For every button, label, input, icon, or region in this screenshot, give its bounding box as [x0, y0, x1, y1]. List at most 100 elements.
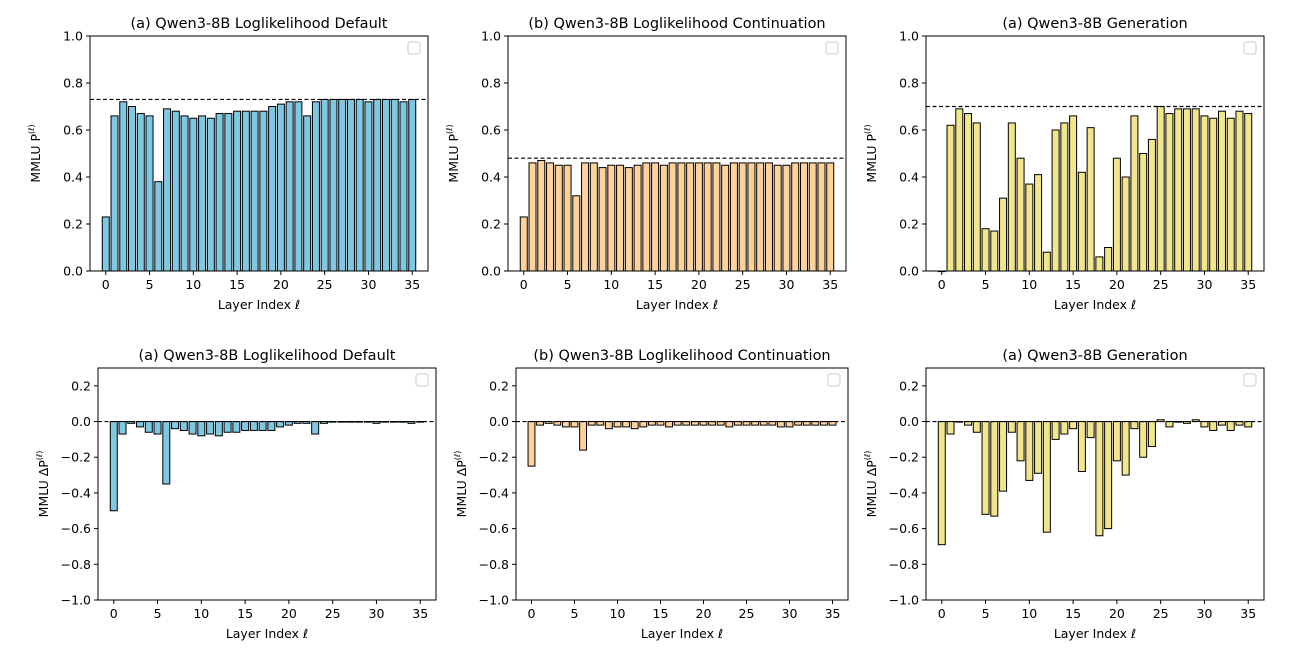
bar — [188, 421, 197, 435]
y-tick-label: 0.4 — [899, 170, 919, 185]
bar — [198, 115, 207, 272]
y-tick-label: 0.2 — [899, 217, 919, 232]
bar — [319, 421, 328, 424]
x-tick-label: 15 — [237, 606, 253, 621]
axes-frame — [925, 367, 1265, 601]
x-tick-label: 20 — [1109, 277, 1125, 292]
legend-box — [407, 41, 421, 55]
x-axis-label: Layer Index ℓ — [1054, 297, 1136, 312]
legend-box — [825, 41, 839, 55]
bar — [197, 421, 206, 437]
bar — [1051, 129, 1060, 272]
bar — [1025, 421, 1034, 481]
chart-title: (a) Qwen3-8B Loglikelihood Default — [131, 16, 388, 32]
bar — [990, 421, 999, 517]
bar — [1209, 421, 1218, 431]
bar — [136, 421, 145, 428]
bar — [119, 101, 128, 272]
bar — [232, 421, 241, 433]
x-tick-label: 25 — [735, 277, 751, 292]
y-tick-label: 0.6 — [899, 123, 919, 138]
x-tick-label: 0 — [520, 277, 528, 292]
bar — [587, 421, 596, 426]
x-tick-label: 35 — [1240, 277, 1256, 292]
x-tick-label: 5 — [571, 606, 579, 621]
bar — [110, 115, 119, 272]
bar — [346, 98, 355, 272]
bar — [1086, 421, 1095, 439]
bar — [536, 421, 545, 426]
bar — [1095, 421, 1104, 537]
bar — [964, 113, 973, 272]
bar — [1147, 421, 1156, 448]
x-tick-label: 5 — [982, 277, 990, 292]
bar — [596, 421, 605, 426]
bar — [1147, 138, 1156, 272]
bar — [1016, 157, 1025, 272]
bar — [725, 421, 734, 428]
bar — [808, 162, 817, 272]
bar — [268, 106, 277, 272]
bar — [303, 115, 312, 272]
chart-panel-2: 0.0 0.2 0.4 0.6 0.8 1.0 0 5 10 15 20 25 30 35 (b) Qwen… — [445, 16, 847, 312]
bar — [946, 124, 955, 272]
bar — [294, 101, 303, 272]
bar — [1069, 115, 1078, 272]
y-tick-label: 0.0 — [899, 414, 919, 429]
bar — [791, 162, 800, 272]
y-axis-label: MMLU ΔP(ℓ) — [863, 451, 879, 518]
x-tick-label: 15 — [647, 277, 663, 292]
bar — [1034, 174, 1043, 272]
bar — [802, 421, 811, 426]
chart-title: (b) Qwen3-8B Loglikelihood Continuation — [533, 348, 830, 364]
x-tick-label: 20 — [691, 277, 707, 292]
bar — [604, 421, 613, 430]
axes-frame — [515, 367, 849, 601]
bar — [311, 101, 320, 272]
bar — [1244, 113, 1253, 272]
y-axis-label: MMLU P(ℓ) — [445, 124, 461, 182]
bar — [981, 228, 990, 272]
bar — [647, 421, 656, 426]
chart-panel-5: −1.0 −0.8 −0.6 −0.4 −0.2 0.0 0.2 0 5 10 15 20 25 30 35… — [453, 348, 849, 641]
y-tick-label: −0.4 — [61, 485, 91, 500]
x-tick-label: 15 — [653, 606, 669, 621]
bar — [408, 98, 417, 272]
x-tick-label: 5 — [154, 606, 162, 621]
bar — [1051, 421, 1060, 440]
bar — [972, 122, 981, 272]
bar — [699, 421, 708, 426]
bar — [751, 421, 760, 426]
y-tick-label: 0.8 — [63, 76, 83, 91]
bar — [215, 113, 224, 272]
bar — [1077, 171, 1086, 272]
bar — [581, 162, 590, 272]
bar — [372, 421, 381, 424]
y-tick-label: −0.4 — [479, 485, 509, 500]
bar — [721, 164, 730, 272]
y-tick-label: 0.0 — [481, 264, 501, 279]
y-axis-label: MMLU ΔP(ℓ) — [453, 451, 469, 518]
bar — [561, 421, 570, 428]
x-tick-label: 10 — [193, 606, 209, 621]
x-tick-label: 25 — [317, 277, 333, 292]
y-tick-label: −0.2 — [61, 450, 91, 465]
bar — [1077, 421, 1086, 473]
y-tick-label: 0.4 — [481, 170, 501, 185]
bar — [1042, 251, 1051, 272]
x-tick-label: 0 — [938, 606, 946, 621]
y-tick-label: 0.0 — [489, 414, 509, 429]
x-tick-label: 0 — [528, 606, 536, 621]
bar — [826, 162, 835, 272]
x-tick-label: 20 — [696, 606, 712, 621]
bar — [1104, 247, 1113, 272]
bar — [1156, 106, 1165, 272]
bar — [642, 162, 651, 272]
y-tick-label: −1.0 — [61, 593, 91, 608]
bar — [145, 115, 154, 272]
bar — [1025, 183, 1034, 272]
y-tick-label: −0.6 — [479, 521, 509, 536]
y-tick-label: −0.8 — [61, 557, 91, 572]
bar — [668, 162, 677, 272]
x-axis-label: Layer Index ℓ — [1054, 626, 1136, 641]
